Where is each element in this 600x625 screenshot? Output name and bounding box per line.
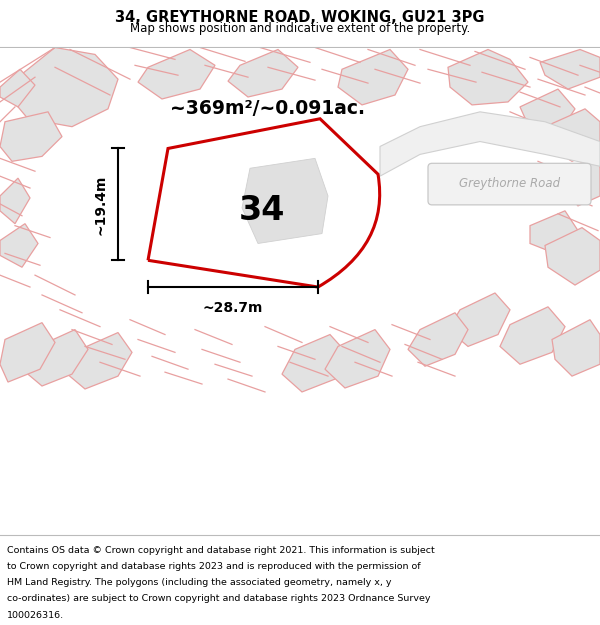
Polygon shape — [560, 156, 600, 206]
Polygon shape — [228, 49, 298, 97]
Polygon shape — [138, 49, 215, 99]
Polygon shape — [545, 109, 600, 161]
Polygon shape — [540, 49, 600, 89]
Polygon shape — [545, 228, 600, 285]
Text: co-ordinates) are subject to Crown copyright and database rights 2023 Ordnance S: co-ordinates) are subject to Crown copyr… — [7, 594, 431, 604]
Polygon shape — [500, 307, 565, 364]
Polygon shape — [338, 49, 408, 105]
Text: ~28.7m: ~28.7m — [203, 301, 263, 315]
Polygon shape — [65, 332, 132, 389]
Polygon shape — [448, 293, 510, 346]
FancyBboxPatch shape — [428, 163, 591, 205]
Polygon shape — [22, 329, 88, 386]
Polygon shape — [408, 312, 468, 366]
Polygon shape — [0, 322, 55, 382]
Polygon shape — [242, 158, 328, 244]
Polygon shape — [0, 178, 30, 224]
Text: ~369m²/~0.091ac.: ~369m²/~0.091ac. — [170, 99, 365, 118]
Polygon shape — [8, 48, 118, 127]
Polygon shape — [282, 334, 348, 392]
Polygon shape — [552, 320, 600, 376]
Polygon shape — [0, 69, 35, 107]
Polygon shape — [0, 224, 38, 268]
Text: Greythorne Road: Greythorne Road — [460, 177, 560, 189]
Polygon shape — [325, 329, 390, 388]
Text: HM Land Registry. The polygons (including the associated geometry, namely x, y: HM Land Registry. The polygons (includin… — [7, 578, 392, 587]
Text: to Crown copyright and database rights 2023 and is reproduced with the permissio: to Crown copyright and database rights 2… — [7, 562, 421, 571]
Text: Contains OS data © Crown copyright and database right 2021. This information is : Contains OS data © Crown copyright and d… — [7, 546, 435, 555]
Text: Map shows position and indicative extent of the property.: Map shows position and indicative extent… — [130, 22, 470, 35]
Text: 34, GREYTHORNE ROAD, WOKING, GU21 3PG: 34, GREYTHORNE ROAD, WOKING, GU21 3PG — [115, 11, 485, 26]
Text: 100026316.: 100026316. — [7, 611, 64, 619]
Polygon shape — [0, 112, 62, 161]
Polygon shape — [380, 112, 600, 176]
Polygon shape — [530, 211, 578, 256]
Polygon shape — [520, 89, 575, 132]
Text: 34: 34 — [239, 194, 285, 228]
Polygon shape — [448, 49, 528, 105]
Text: ~19.4m: ~19.4m — [94, 174, 108, 234]
